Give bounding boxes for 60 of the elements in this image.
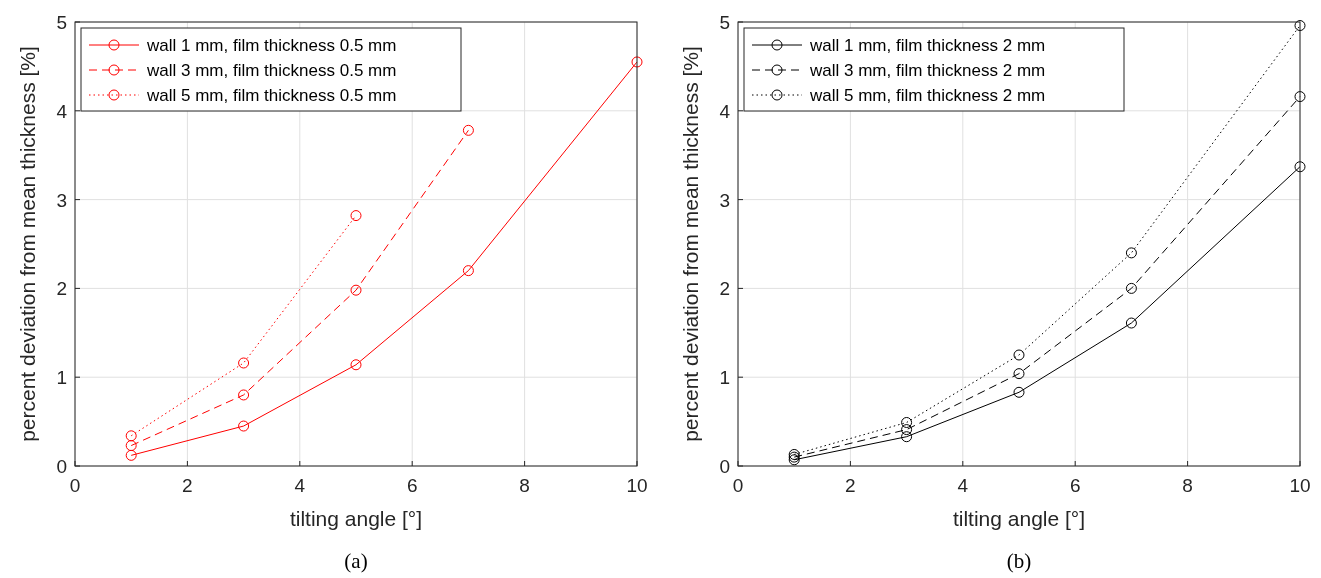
x-tick-label: 10: [1289, 475, 1311, 496]
legend-label: wall 5 mm, film thickness 0.5 mm: [146, 86, 397, 105]
x-tick-label: 4: [294, 475, 306, 496]
point: [350, 210, 362, 222]
y-tick-label: 3: [56, 189, 67, 211]
point: [1294, 91, 1306, 103]
x-tick-label: 6: [406, 475, 418, 496]
x-tick-label: 8: [519, 475, 530, 496]
point: [1125, 317, 1137, 329]
x-tick-label: 2: [182, 475, 193, 496]
point: [1013, 368, 1025, 380]
y-tick-label: 5: [56, 12, 67, 33]
y-tick-label: 2: [56, 278, 67, 300]
legend-label: wall 3 mm, film thickness 0.5 mm: [146, 61, 397, 80]
y-tick-label: 1: [56, 367, 67, 389]
point: [238, 389, 250, 401]
point: [631, 56, 643, 68]
point: [125, 430, 137, 442]
x-tick-label: 0: [732, 475, 744, 496]
y-tick-label: 0: [719, 456, 730, 477]
legend-label: wall 1 mm, film thickness 0.5 mm: [146, 36, 397, 55]
point: [125, 440, 137, 452]
x-tick-label: 0: [69, 475, 81, 496]
point: [350, 284, 362, 296]
point: [238, 420, 250, 432]
y-tick-label: 4: [719, 100, 731, 122]
y-axis-title: percent deviation from mean thickness [%]: [679, 46, 702, 442]
point: [238, 357, 250, 369]
point: [125, 449, 137, 461]
point: [901, 424, 913, 436]
y-axis-title: percent deviation from mean thickness [%]: [16, 46, 39, 442]
x-tick-label: 10: [626, 475, 648, 496]
point: [901, 416, 913, 428]
text: (b): [1006, 549, 1032, 573]
y-tick-label: 3: [719, 189, 730, 211]
y-tick-label: 2: [719, 278, 730, 300]
y-tick-label: 5: [719, 12, 730, 33]
point: [1294, 20, 1306, 32]
point: [462, 265, 474, 277]
point: [350, 359, 362, 371]
legend-label: wall 3 mm, film thickness 2 mm: [809, 61, 1046, 80]
point: [1013, 349, 1025, 361]
point: [1125, 282, 1137, 294]
x-tick-label: 8: [1182, 475, 1193, 496]
x-axis-title: tilting angle [°]: [952, 507, 1086, 530]
point: [901, 431, 913, 443]
x-axis-title: tilting angle [°]: [289, 507, 423, 530]
legend-label: wall 1 mm, film thickness 2 mm: [809, 36, 1046, 55]
text: (a): [344, 549, 368, 573]
point: [1013, 386, 1025, 398]
y-tick-label: 0: [56, 456, 67, 477]
legend-label: wall 5 mm, film thickness 2 mm: [809, 86, 1046, 105]
x-tick-label: 6: [1069, 475, 1081, 496]
x-tick-label: 4: [957, 475, 969, 496]
y-tick-label: 4: [56, 100, 68, 122]
x-tick-label: 2: [845, 475, 856, 496]
point: [462, 124, 474, 136]
y-tick-label: 1: [719, 367, 730, 389]
point: [1125, 247, 1137, 259]
point: [1294, 161, 1306, 173]
